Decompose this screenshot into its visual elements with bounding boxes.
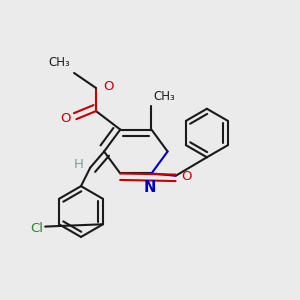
- Text: H: H: [74, 158, 84, 171]
- Text: CH₃: CH₃: [154, 90, 176, 103]
- Text: Cl: Cl: [30, 222, 43, 236]
- Text: O: O: [103, 80, 113, 93]
- Text: N: N: [144, 180, 157, 195]
- Text: CH₃: CH₃: [49, 56, 70, 70]
- Text: O: O: [60, 112, 70, 124]
- Text: O: O: [182, 170, 192, 183]
